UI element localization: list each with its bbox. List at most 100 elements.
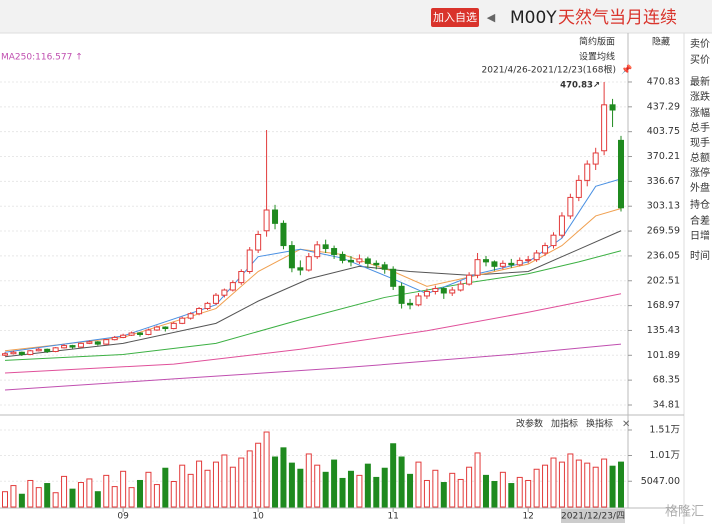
volume-bar	[584, 462, 591, 508]
volume-bar	[305, 453, 312, 508]
candle-body	[288, 245, 295, 269]
volume-bar	[322, 471, 329, 508]
volume-bar	[525, 479, 532, 508]
volume-bar	[618, 461, 624, 508]
volume-tool[interactable]: 加指标	[551, 418, 578, 430]
x-tick-label: 2021/12/23/四	[561, 512, 625, 522]
candle-body	[542, 245, 549, 254]
volume-bar	[601, 458, 608, 508]
volume-bar	[162, 467, 169, 508]
set-ma[interactable]: 设置均线	[579, 51, 615, 63]
side-label: 买价	[690, 54, 710, 66]
volume-bar	[111, 486, 118, 508]
volume-bar	[120, 470, 127, 508]
candle-body	[196, 308, 203, 315]
candle-body	[356, 258, 363, 263]
volume-bar	[575, 459, 582, 508]
volume-bar	[94, 491, 101, 508]
candle-body	[61, 345, 68, 349]
cursor-date-box	[561, 509, 625, 523]
volume-tool[interactable]: 改参数	[516, 418, 543, 430]
volume-bar	[331, 459, 338, 508]
symbol: M00Y	[510, 8, 557, 28]
candle-body	[499, 262, 506, 267]
volume-bar	[272, 456, 279, 508]
candle-body	[128, 332, 135, 336]
candle-body	[18, 351, 25, 355]
volume-bar	[466, 466, 473, 508]
y-tick-label: 202.51	[647, 275, 680, 286]
candle-body	[339, 253, 346, 261]
volume-bar	[153, 484, 160, 508]
candle-body	[69, 345, 76, 348]
volume-bar	[364, 463, 371, 508]
volume-bar	[35, 487, 42, 508]
close-icon[interactable]: ✕	[622, 419, 630, 430]
candle-body	[373, 262, 380, 266]
candle-body	[2, 353, 8, 356]
candle-body	[432, 288, 439, 293]
candle-body	[27, 350, 34, 355]
volume-bar	[10, 485, 17, 508]
instrument-name: 天然气当月连续	[558, 8, 677, 28]
candle-body	[187, 313, 194, 319]
date-range: 2021/4/26-2021/12/23(168根)	[482, 64, 616, 76]
candle-body	[567, 196, 574, 217]
candle-body	[322, 244, 329, 250]
high-annotation: 470.83↗	[560, 80, 600, 90]
add-button-label[interactable]: 加入自选	[433, 11, 477, 24]
side-label: 合差	[690, 214, 710, 227]
candle-body	[94, 341, 101, 345]
back-arrow[interactable]: ◀	[487, 11, 496, 24]
y-tick-label: 135.43	[647, 325, 680, 336]
y-tick-label: 168.97	[647, 300, 680, 311]
pin-icon[interactable]: 📌	[621, 64, 632, 76]
volume-bar	[558, 461, 565, 508]
volume-bar	[508, 483, 515, 508]
header-bar	[0, 0, 712, 33]
candle-body	[246, 249, 253, 273]
volume-bar	[280, 447, 287, 508]
volume-bar	[103, 474, 110, 508]
y-tick-label: 370.21	[647, 151, 680, 162]
volume-bar	[356, 474, 363, 508]
volume-bar	[288, 462, 295, 508]
candle-body	[170, 322, 177, 330]
volume-tool[interactable]: 换指标	[586, 418, 613, 430]
side-label: 涨幅	[690, 106, 710, 119]
side-label: 时间	[690, 249, 710, 262]
x-tick-label: 12	[522, 512, 533, 522]
volume-bar	[373, 476, 380, 508]
hide[interactable]: 隐藏	[652, 36, 670, 48]
volume-bar	[390, 443, 397, 508]
volume-bar	[609, 465, 616, 508]
volume-bar	[77, 482, 84, 508]
candle-body	[229, 282, 236, 291]
candle-body	[162, 326, 169, 330]
simple-layout[interactable]: 简约版面	[579, 36, 615, 48]
volume-bar	[449, 472, 456, 508]
volume-bar	[491, 480, 498, 508]
side-label: 最新	[690, 75, 710, 88]
v-tick-label: 1.01万	[649, 450, 680, 461]
candle-body	[103, 339, 110, 345]
volume-bar	[61, 475, 68, 508]
volume-bar	[432, 469, 439, 508]
ma-line	[4, 178, 622, 353]
x-tick-label: 09	[117, 512, 129, 522]
volume-bar	[423, 479, 430, 508]
volume-bar	[516, 476, 523, 508]
ma-line	[4, 293, 622, 374]
add-button[interactable]	[431, 8, 479, 27]
candle-body	[314, 244, 321, 258]
volume-bar	[415, 461, 422, 508]
candle-body	[280, 222, 287, 247]
v-tick-label: 1.51万	[649, 424, 680, 435]
candle-body	[618, 139, 624, 209]
volume-bar	[407, 473, 414, 508]
volume-bar	[137, 479, 144, 508]
candle-body	[550, 234, 557, 247]
candle-body	[86, 341, 93, 344]
